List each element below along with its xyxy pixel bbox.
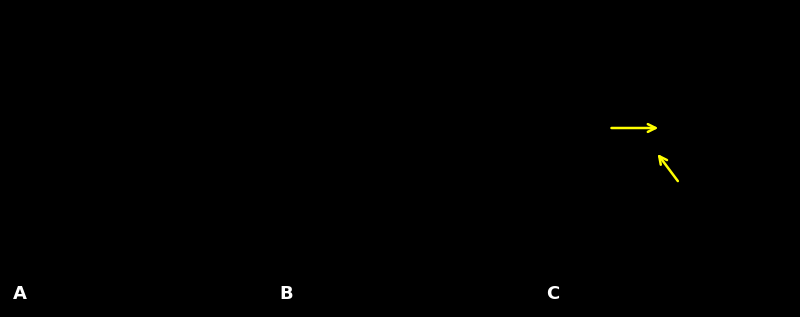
Text: A: A [13,285,26,303]
Text: C: C [546,285,559,303]
Text: B: B [279,285,293,303]
